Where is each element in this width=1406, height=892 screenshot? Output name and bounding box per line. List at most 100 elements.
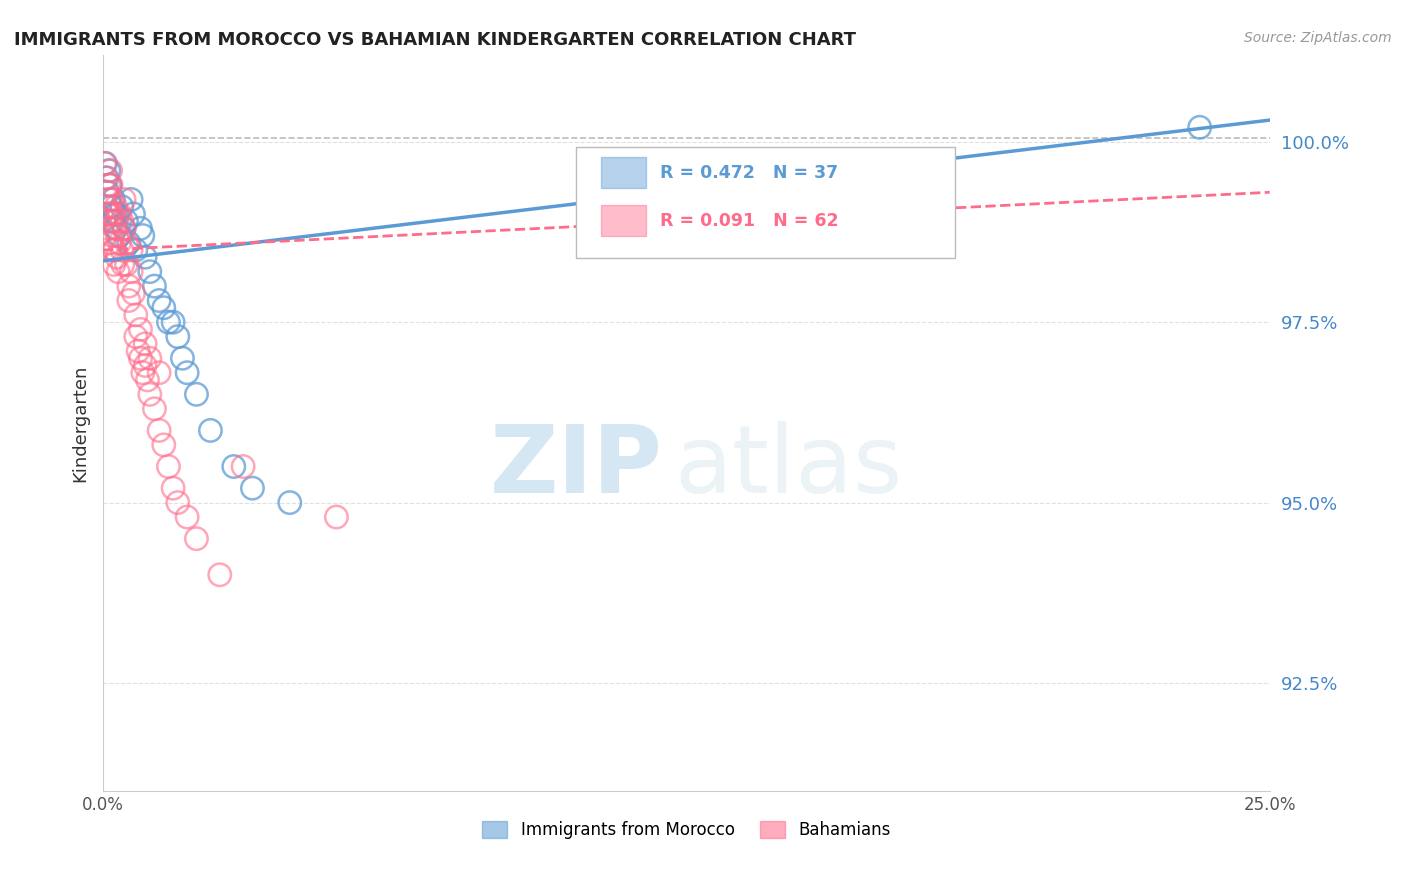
Text: IMMIGRANTS FROM MOROCCO VS BAHAMIAN KINDERGARTEN CORRELATION CHART: IMMIGRANTS FROM MOROCCO VS BAHAMIAN KIND… <box>14 31 856 49</box>
Point <box>97 186 120 200</box>
Point <box>97 207 120 221</box>
Point <box>105 228 128 243</box>
Point <box>96 200 118 214</box>
Point <box>125 308 148 322</box>
Point <box>162 315 184 329</box>
FancyBboxPatch shape <box>602 205 645 236</box>
Point <box>101 228 124 243</box>
Point <box>111 257 134 271</box>
Point <box>103 243 125 257</box>
Point <box>97 163 120 178</box>
Point <box>186 532 208 546</box>
Point <box>112 221 135 235</box>
Point <box>111 243 134 257</box>
Point <box>134 359 156 373</box>
Point <box>98 214 121 228</box>
Text: R = 0.091   N = 62: R = 0.091 N = 62 <box>659 211 838 230</box>
Point <box>105 214 128 228</box>
Point <box>172 351 194 366</box>
Point <box>129 351 152 366</box>
Point <box>118 279 141 293</box>
Point <box>108 207 131 221</box>
Point <box>112 193 135 207</box>
Point <box>129 221 152 235</box>
Point <box>325 510 347 524</box>
Point <box>103 193 125 207</box>
Point <box>104 243 127 257</box>
Point <box>134 250 156 264</box>
Point <box>232 459 254 474</box>
Point <box>101 214 124 228</box>
Point <box>98 235 121 250</box>
Point <box>104 207 127 221</box>
Point <box>100 193 122 207</box>
Text: atlas: atlas <box>675 421 903 514</box>
Point <box>139 265 162 279</box>
Point <box>200 424 222 438</box>
Point <box>176 510 198 524</box>
Point <box>122 207 145 221</box>
Point <box>98 207 121 221</box>
Point <box>100 163 122 178</box>
Point <box>100 200 122 214</box>
Point <box>108 228 131 243</box>
Point <box>93 156 115 170</box>
Point <box>118 235 141 250</box>
Point <box>127 344 149 359</box>
Point <box>105 221 128 235</box>
Point <box>139 351 162 366</box>
Point <box>115 214 138 228</box>
Point <box>96 170 118 185</box>
Point <box>176 366 198 380</box>
Point <box>125 243 148 257</box>
Point <box>148 293 170 308</box>
Point <box>94 156 117 170</box>
Point <box>152 438 174 452</box>
Point <box>104 221 127 235</box>
Point <box>157 315 180 329</box>
Point <box>157 459 180 474</box>
Point <box>97 178 120 192</box>
Point <box>125 329 148 343</box>
Legend: Immigrants from Morocco, Bahamians: Immigrants from Morocco, Bahamians <box>475 814 897 846</box>
Point <box>186 387 208 401</box>
Point <box>132 366 155 380</box>
Point <box>118 293 141 308</box>
Point <box>98 193 121 207</box>
Point <box>148 424 170 438</box>
Y-axis label: Kindergarten: Kindergarten <box>72 365 89 482</box>
Point <box>242 481 264 495</box>
Point <box>120 265 142 279</box>
Point <box>96 186 118 200</box>
Point <box>120 243 142 257</box>
Point <box>94 170 117 185</box>
Point <box>162 481 184 495</box>
Point <box>100 178 122 192</box>
Point <box>152 301 174 315</box>
Text: R = 0.472   N = 37: R = 0.472 N = 37 <box>659 164 838 182</box>
Point <box>105 250 128 264</box>
Point <box>108 235 131 250</box>
Point <box>112 221 135 235</box>
FancyBboxPatch shape <box>575 147 955 258</box>
Point <box>132 228 155 243</box>
FancyBboxPatch shape <box>602 158 645 188</box>
Point <box>115 235 138 250</box>
Point <box>97 221 120 235</box>
Point <box>134 336 156 351</box>
Text: ZIP: ZIP <box>491 421 664 514</box>
Text: Source: ZipAtlas.com: Source: ZipAtlas.com <box>1244 31 1392 45</box>
Point <box>107 265 129 279</box>
Point <box>111 200 134 214</box>
Point <box>143 401 166 416</box>
Point <box>129 322 152 336</box>
Point <box>101 207 124 221</box>
Point <box>115 257 138 271</box>
Point <box>103 257 125 271</box>
Point <box>104 200 127 214</box>
Point <box>139 387 162 401</box>
Point <box>122 286 145 301</box>
Point <box>1188 120 1211 135</box>
Point <box>208 567 231 582</box>
Point <box>166 495 188 509</box>
